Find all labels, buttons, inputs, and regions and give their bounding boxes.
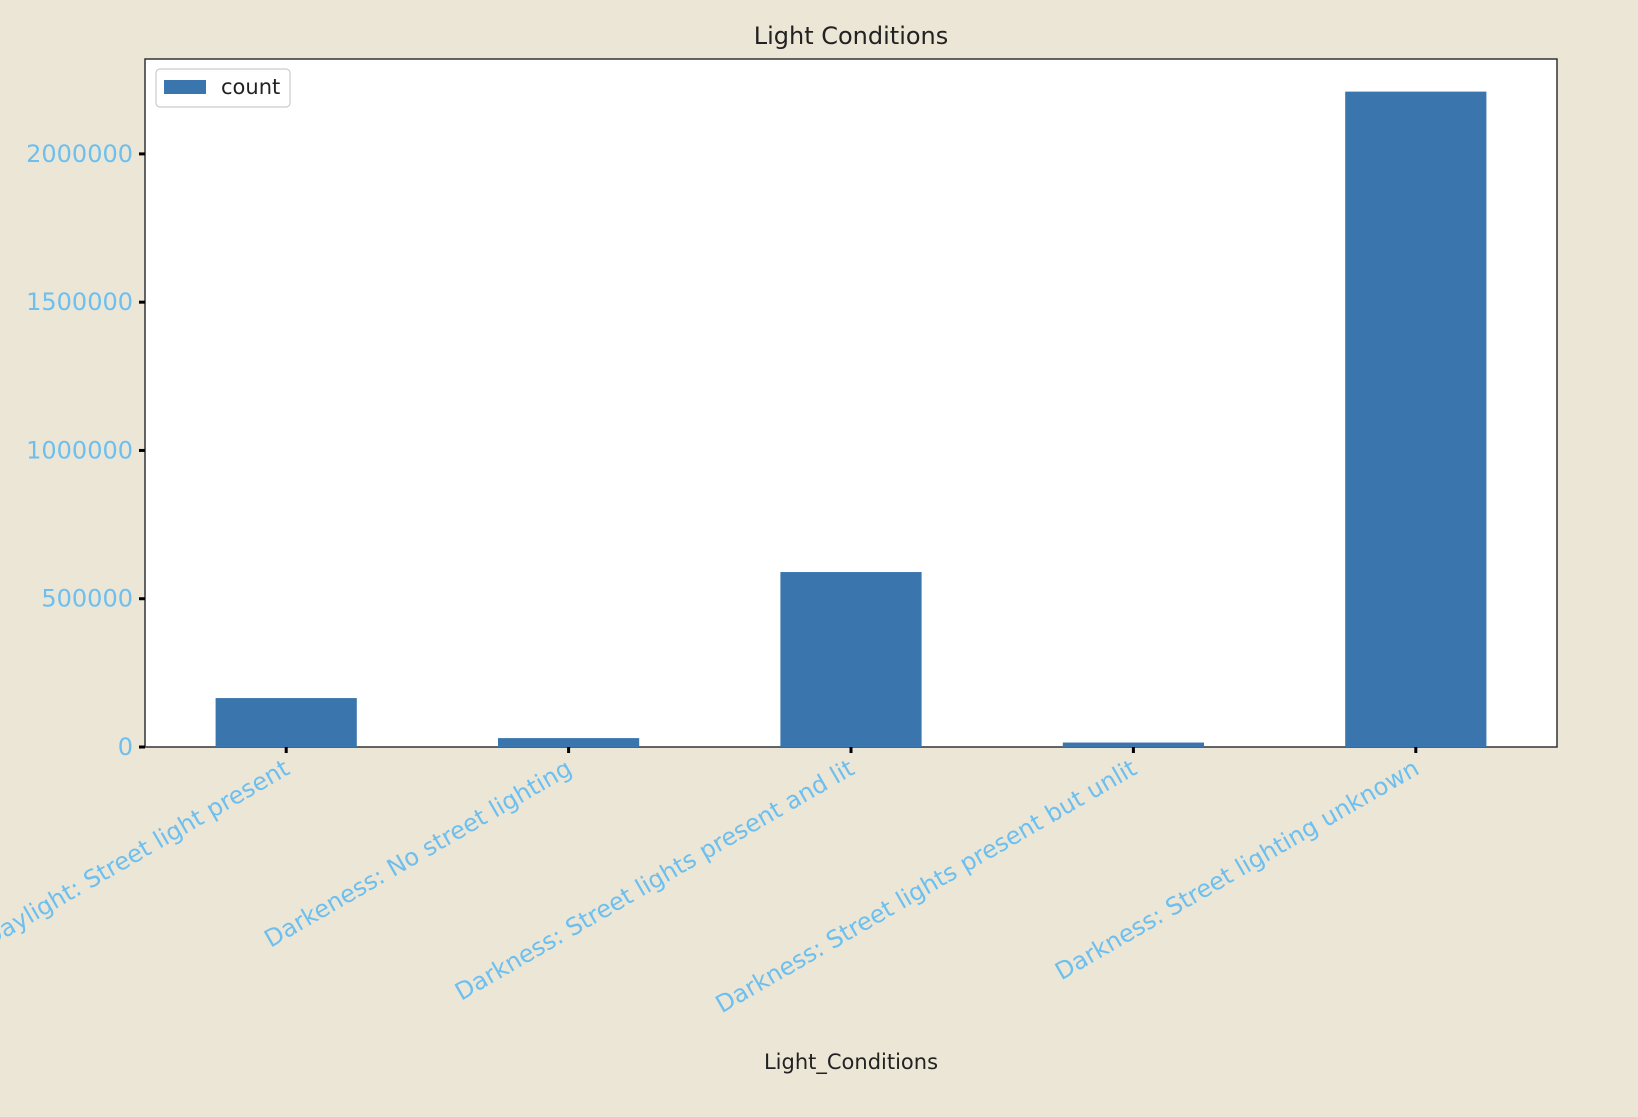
bar <box>1345 91 1487 748</box>
y-tick-label: 500000 <box>41 585 133 613</box>
legend-label: count <box>221 75 280 99</box>
y-tick-label: 0 <box>118 733 133 761</box>
y-axis: 0 500000 1000000 1500000 2000000 <box>26 140 145 761</box>
legend: count <box>155 68 291 108</box>
legend-swatch <box>164 80 206 94</box>
bar <box>1062 742 1204 747</box>
y-tick-label: 2000000 <box>26 140 133 168</box>
y-tick-label: 1500000 <box>26 288 133 316</box>
x-axis-label: Light_Conditions <box>764 1050 938 1075</box>
legend-box <box>155 68 291 108</box>
bar <box>780 572 922 747</box>
bar <box>498 738 640 747</box>
bars-group <box>215 91 1487 748</box>
y-tick-label: 1000000 <box>26 436 133 464</box>
chart-title: Light Conditions <box>754 22 949 50</box>
bar <box>215 698 357 747</box>
